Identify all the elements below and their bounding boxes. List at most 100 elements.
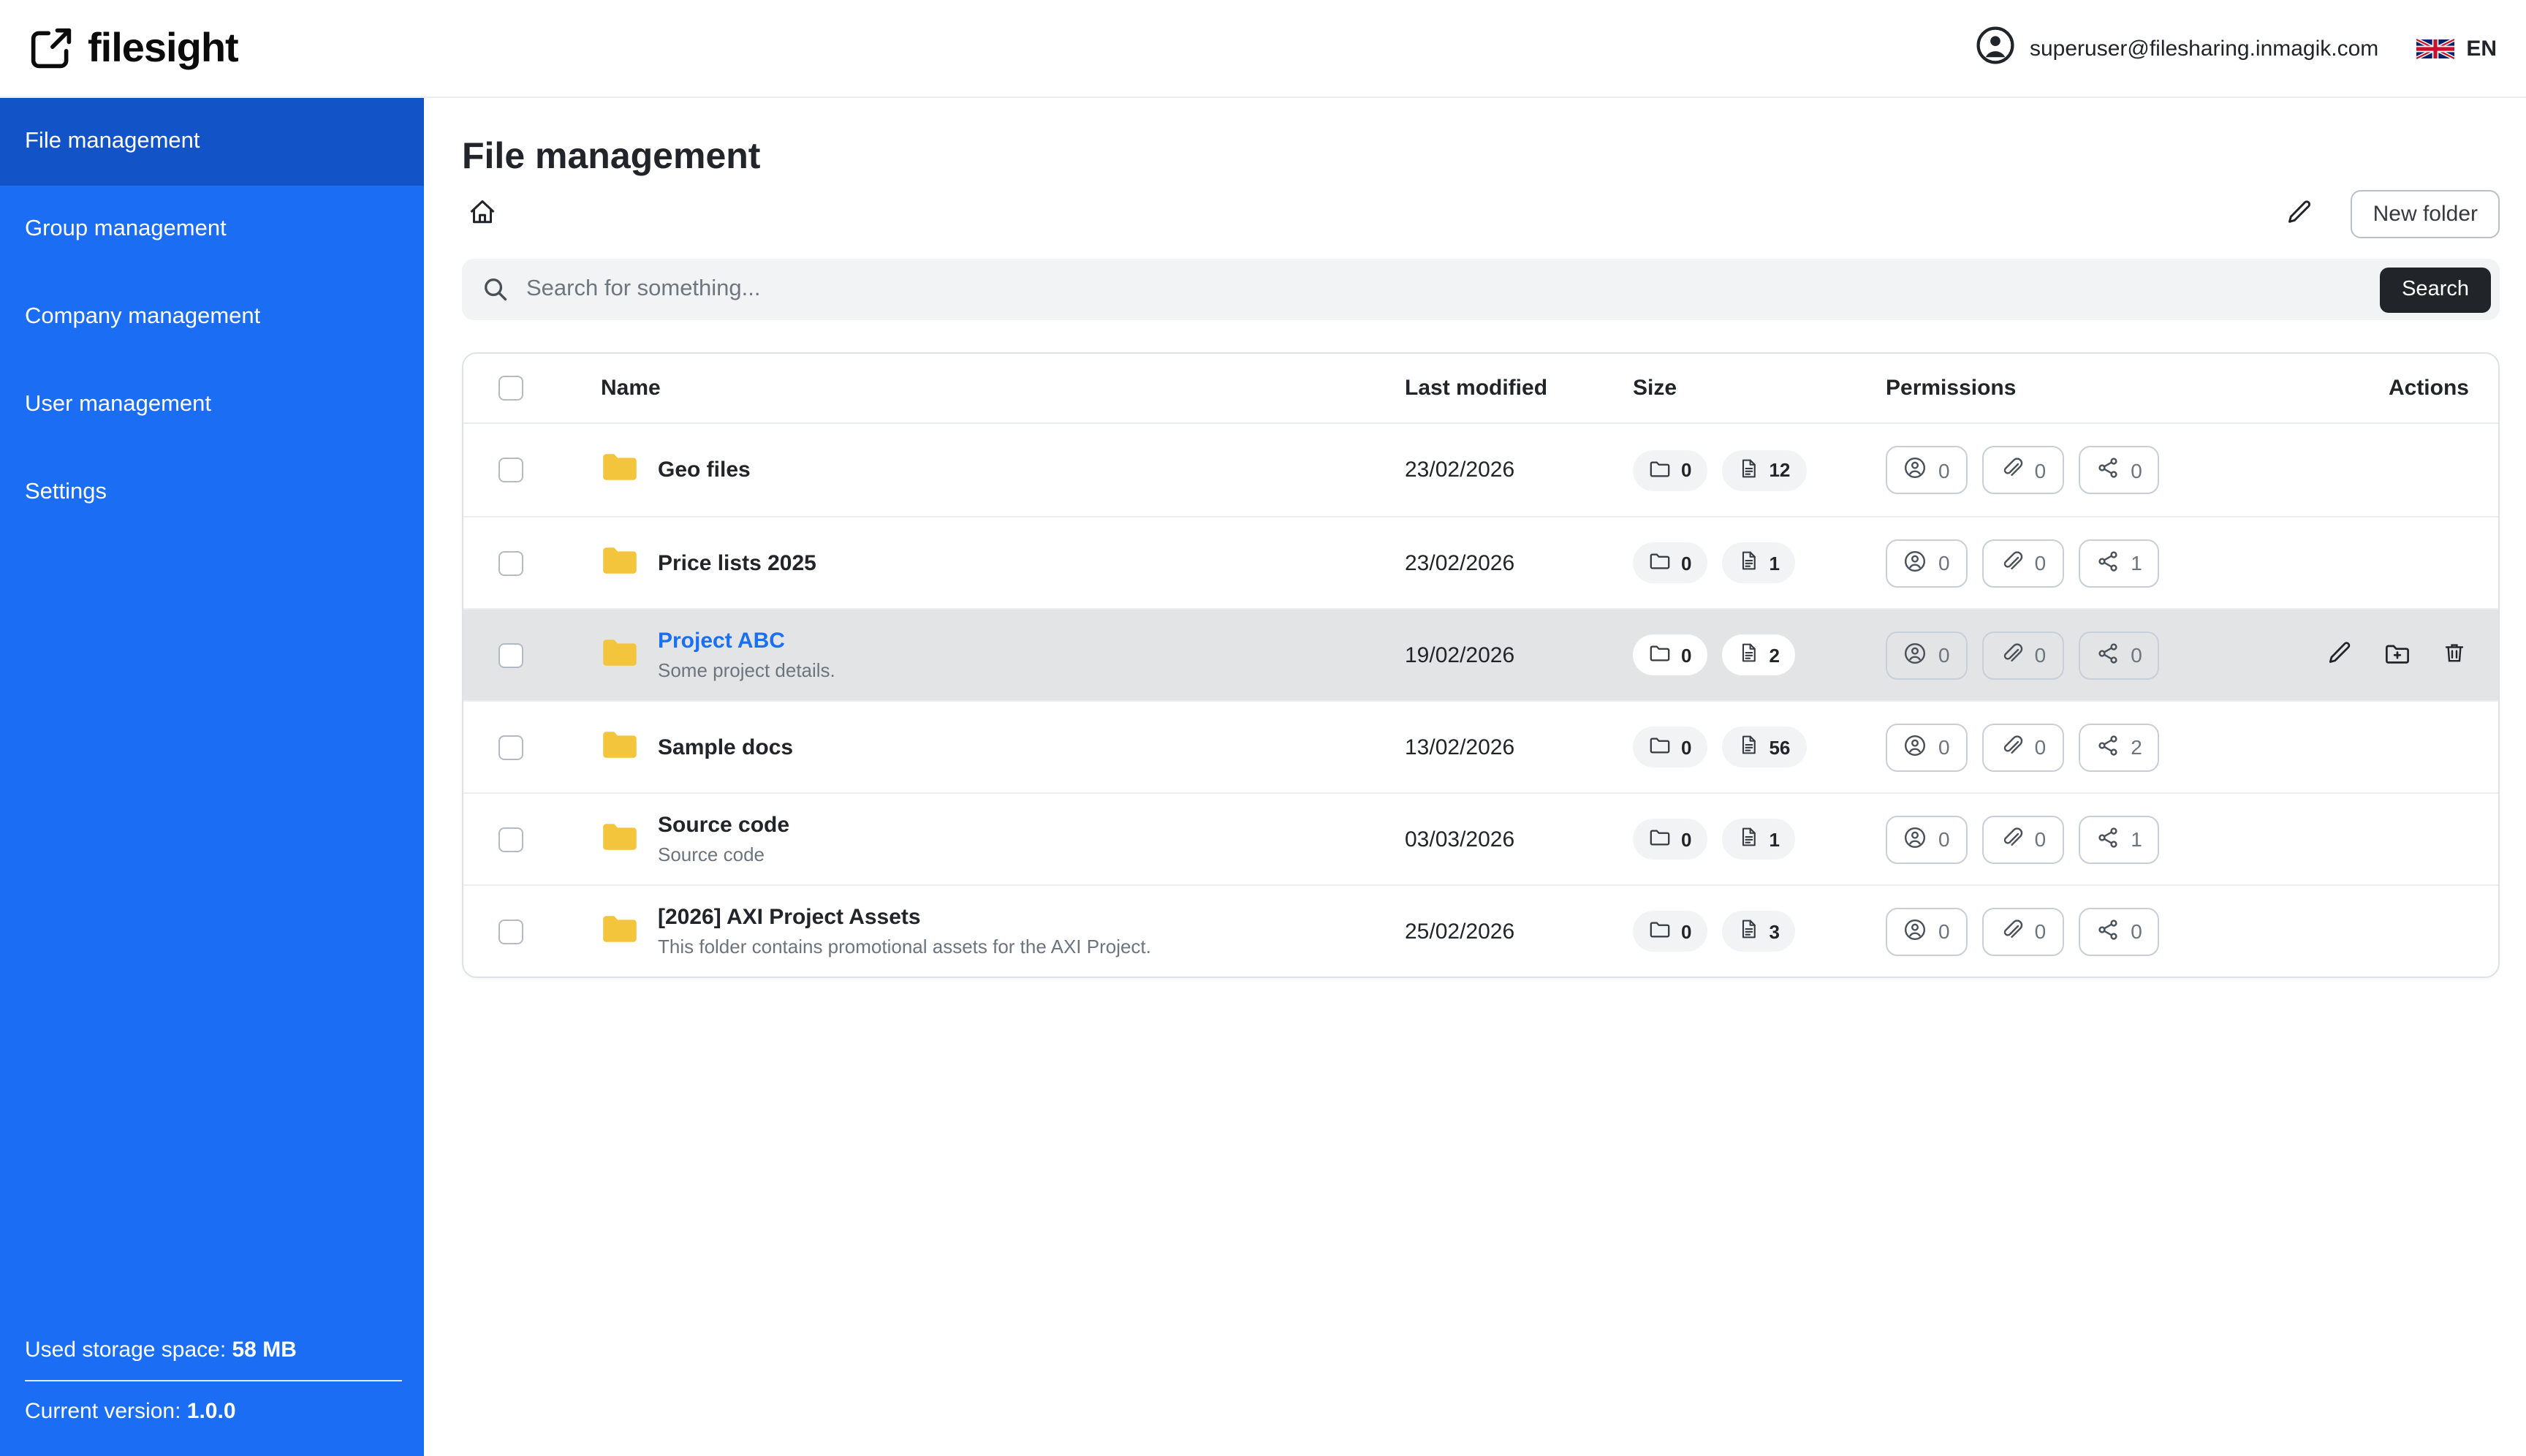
link-permissions-badge[interactable]: 0	[1982, 446, 2064, 494]
sidebar-item-company-management[interactable]: Company management	[0, 273, 424, 361]
sidebar-nav: File management Group management Company…	[0, 98, 424, 536]
row-last-modified: 13/02/2026	[1405, 735, 1633, 759]
sidebar-item-label: Settings	[25, 479, 107, 506]
top-bar: filesight superuser@filesharing.inmagik.…	[0, 0, 2526, 98]
link-permissions-badge[interactable]: 0	[1982, 907, 2064, 955]
header-size: Size	[1633, 376, 1886, 401]
file-count: 56	[1769, 736, 1790, 758]
row-name[interactable]: [2026] AXI Project Assets	[658, 905, 921, 930]
link-permissions-count: 0	[2035, 920, 2047, 943]
row-description: This folder contains promotional assets …	[658, 936, 1151, 958]
row-permissions-cell: 0 0 1	[1886, 539, 2283, 587]
edit-row-button[interactable]	[2324, 637, 2355, 672]
move-to-folder-button[interactable]	[2381, 637, 2413, 673]
folder-count-badge: 0	[1633, 634, 1707, 675]
row-name[interactable]: Sample docs	[658, 735, 793, 759]
share-permissions-badge[interactable]: 0	[2078, 446, 2160, 494]
sidebar-item-file-management[interactable]: File management	[0, 98, 424, 186]
row-description: Source code	[658, 843, 789, 865]
language-label: EN	[2466, 36, 2497, 61]
brand-logo[interactable]: filesight	[29, 25, 238, 72]
link-permissions-badge[interactable]: 0	[1982, 539, 2064, 587]
table-row[interactable]: Project ABC Some project details. 19/02/…	[463, 608, 2498, 700]
row-permissions-cell: 0 0 0	[1886, 631, 2283, 679]
row-size-cell: 0 3	[1633, 911, 1886, 952]
link-permissions-badge[interactable]: 0	[1982, 723, 2064, 771]
folder-outline-icon	[1649, 734, 1671, 760]
new-folder-button[interactable]: New folder	[2351, 189, 2500, 238]
sidebar-item-user-management[interactable]: User management	[0, 361, 424, 449]
share-permissions-count: 1	[2131, 551, 2142, 575]
row-checkbox[interactable]	[498, 458, 523, 482]
language-selector[interactable]: EN	[2416, 36, 2497, 61]
version-info: Current version: 1.0.0	[25, 1381, 424, 1424]
row-checkbox[interactable]	[498, 550, 523, 575]
file-icon	[1738, 734, 1759, 760]
share-permissions-badge[interactable]: 2	[2078, 723, 2160, 771]
edit-folder-button[interactable]	[2281, 192, 2319, 235]
file-count: 1	[1769, 828, 1779, 850]
user-permissions-badge[interactable]: 0	[1886, 631, 1968, 679]
link-permissions-badge[interactable]: 0	[1982, 631, 2064, 679]
user-permissions-count: 0	[1938, 827, 1950, 851]
home-breadcrumb-button[interactable]	[462, 191, 503, 236]
user-permissions-badge[interactable]: 0	[1886, 907, 1968, 955]
search-input[interactable]	[523, 275, 2380, 304]
table-row[interactable]: Sample docs 13/02/2026 0	[463, 700, 2498, 792]
folder-icon	[601, 545, 639, 581]
share-permissions-badge[interactable]: 0	[2078, 631, 2160, 679]
table-row[interactable]: Geo files 23/02/2026 0	[463, 424, 2498, 516]
uk-flag-icon	[2416, 36, 2454, 61]
delete-row-button[interactable]	[2440, 637, 2469, 672]
share-permissions-count: 0	[2131, 920, 2142, 943]
folder-count: 0	[1681, 736, 1691, 758]
app-root: filesight superuser@filesharing.inmagik.…	[0, 0, 2526, 1456]
version-value: 1.0.0	[187, 1399, 236, 1424]
share-icon	[2095, 825, 2119, 853]
user-permissions-badge[interactable]: 0	[1886, 446, 1968, 494]
row-permissions-cell: 0 0 0	[1886, 907, 2283, 955]
link-permissions-badge[interactable]: 0	[1982, 815, 2064, 863]
row-checkbox[interactable]	[498, 735, 523, 759]
row-name[interactable]: Project ABC	[658, 629, 785, 653]
paperclip-icon	[2000, 456, 2023, 484]
page-title: File management	[462, 133, 2500, 180]
file-icon	[1738, 918, 1759, 944]
row-size-cell: 0 1	[1633, 542, 1886, 583]
user-menu[interactable]: superuser@filesharing.inmagik.com	[1977, 26, 2378, 71]
table-row[interactable]: [2026] AXI Project Assets This folder co…	[463, 884, 2498, 977]
user-permissions-count: 0	[1938, 920, 1950, 943]
share-permissions-badge[interactable]: 1	[2078, 539, 2160, 587]
person-circle-icon	[1903, 917, 1927, 945]
row-last-modified: 19/02/2026	[1405, 642, 1633, 667]
row-name[interactable]: Price lists 2025	[658, 550, 816, 575]
row-size-cell: 0 2	[1633, 634, 1886, 675]
user-permissions-badge[interactable]: 0	[1886, 539, 1968, 587]
folder-outline-icon	[1649, 457, 1671, 483]
version-label: Current version:	[25, 1399, 181, 1424]
row-last-modified: 25/02/2026	[1405, 919, 1633, 944]
folder-outline-icon	[1649, 826, 1671, 852]
table-row[interactable]: Price lists 2025 23/02/2026 0	[463, 516, 2498, 608]
table-row[interactable]: Source code Source code 03/03/2026 0	[463, 792, 2498, 884]
main-content: File management	[424, 98, 2526, 1456]
sidebar-item-settings[interactable]: Settings	[0, 449, 424, 536]
user-permissions-badge[interactable]: 0	[1886, 723, 1968, 771]
file-icon	[1738, 550, 1759, 576]
share-icon	[2095, 456, 2119, 484]
search-button[interactable]: Search	[2380, 267, 2491, 312]
row-checkbox[interactable]	[498, 642, 523, 667]
share-permissions-badge[interactable]: 1	[2078, 815, 2160, 863]
user-permissions-badge[interactable]: 0	[1886, 815, 1968, 863]
row-checkbox[interactable]	[498, 919, 523, 944]
header-permissions: Permissions	[1886, 376, 2283, 401]
file-count: 12	[1769, 459, 1790, 481]
row-name[interactable]: Geo files	[658, 458, 751, 482]
sidebar-item-group-management[interactable]: Group management	[0, 186, 424, 273]
share-permissions-badge[interactable]: 0	[2078, 907, 2160, 955]
select-all-checkbox[interactable]	[498, 376, 523, 401]
paperclip-icon	[2000, 549, 2023, 577]
row-checkbox[interactable]	[498, 827, 523, 852]
row-size-cell: 0 56	[1633, 727, 1886, 767]
row-name[interactable]: Source code	[658, 813, 789, 838]
